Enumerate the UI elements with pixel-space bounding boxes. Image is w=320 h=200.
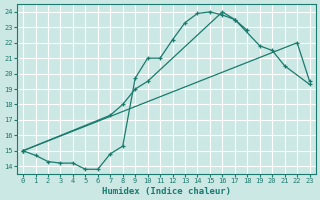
X-axis label: Humidex (Indice chaleur): Humidex (Indice chaleur): [102, 187, 231, 196]
